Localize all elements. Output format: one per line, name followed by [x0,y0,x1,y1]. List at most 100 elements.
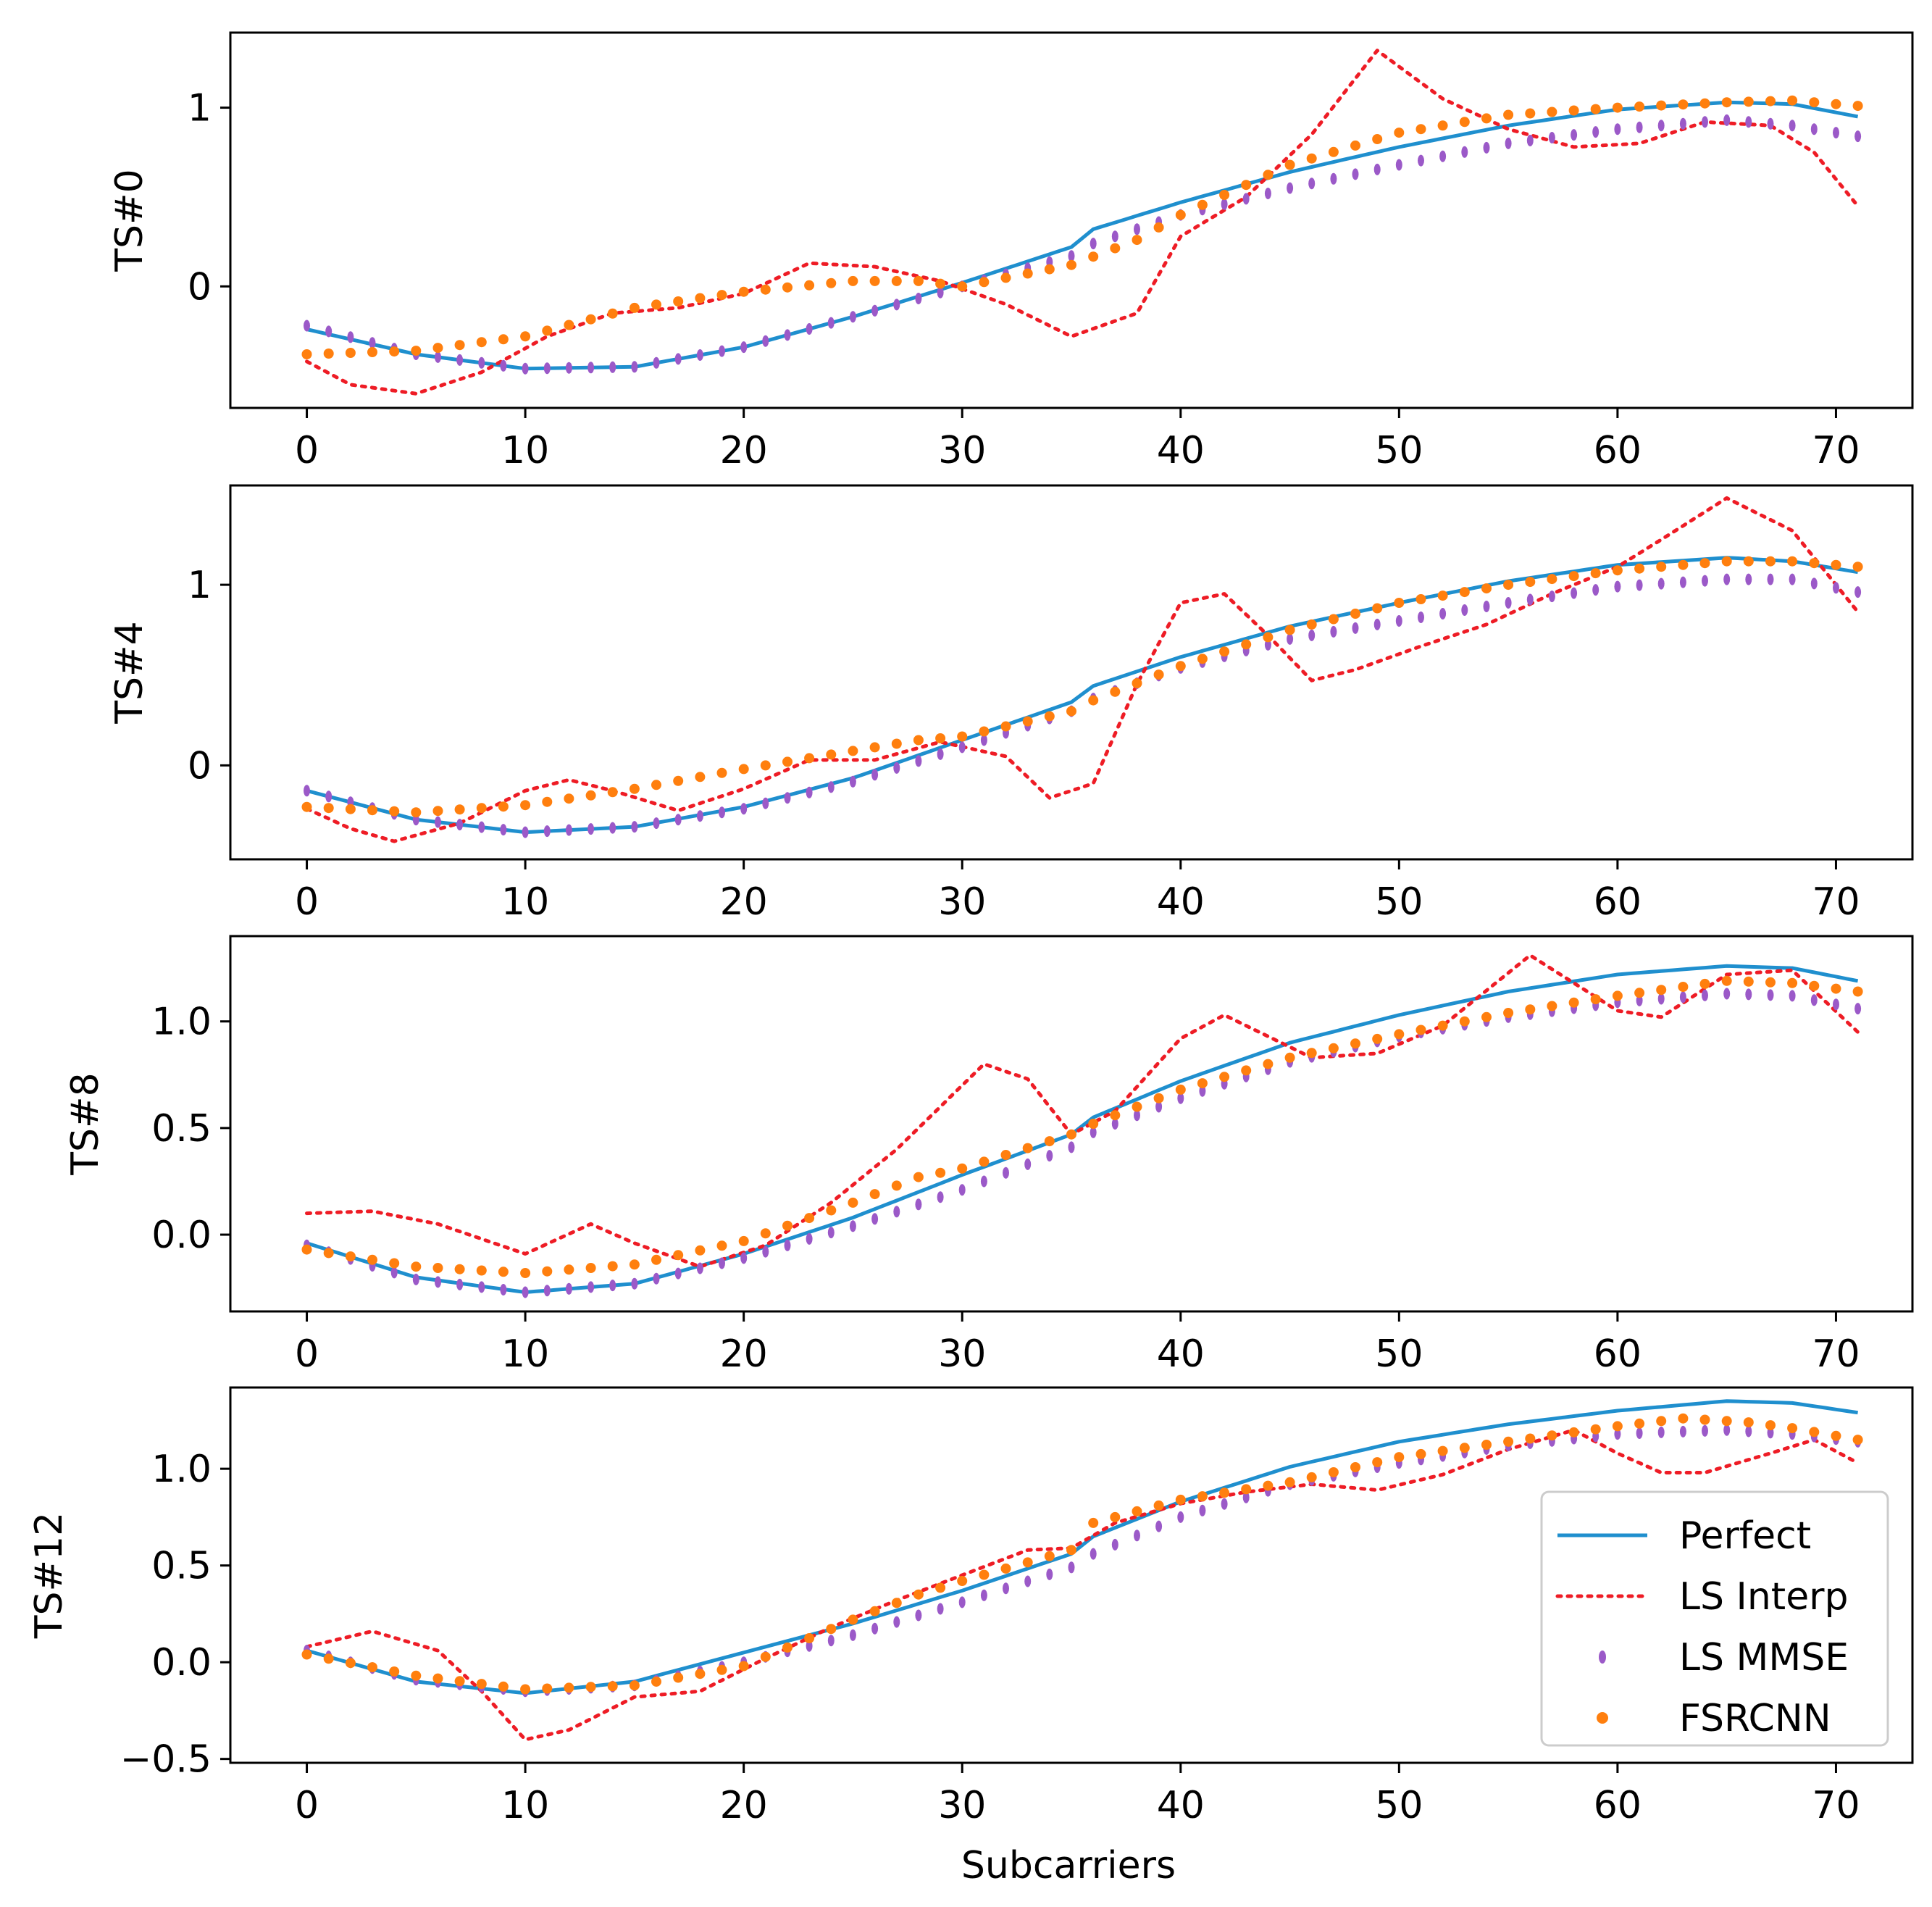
ls-mmse-marker [1242,193,1250,205]
ls-mmse-marker [435,351,441,363]
ls-mmse-marker [1723,988,1731,1000]
fsrcnn-marker [1350,1038,1360,1049]
x-tick-label: 70 [1812,1784,1860,1827]
y-tick-label: 0.0 [151,1214,212,1257]
ls-mmse-marker [871,1213,879,1225]
x-tick-label: 10 [501,1332,549,1376]
ls-mmse-marker [478,1281,485,1293]
fsrcnn-marker [1175,209,1186,220]
ls-mmse-marker [1308,178,1316,190]
legend-label: Perfect [1679,1514,1811,1558]
fsrcnn-marker [1350,609,1360,619]
ls-mmse-marker [1111,1118,1118,1130]
fsrcnn-marker [760,1228,771,1239]
legend-label: FSRCNN [1679,1697,1831,1740]
fsrcnn-marker [1088,1119,1099,1129]
ls-mmse-marker [1833,582,1839,594]
fsrcnn-marker [1284,1052,1295,1063]
fsrcnn-marker [432,343,443,354]
fsrcnn-marker [1241,639,1252,650]
fsrcnn-marker [1721,97,1732,108]
fsrcnn-marker [1000,1150,1011,1160]
fsrcnn-marker [1219,646,1230,657]
fsrcnn-marker [1153,222,1164,233]
fsrcnn-marker [1547,574,1557,585]
fsrcnn-marker [1328,614,1339,625]
ls-mmse-marker [696,349,703,361]
ls-mmse-marker [871,1622,879,1635]
y-tick-label: 1 [188,564,212,607]
x-tick-label: 20 [720,1332,768,1376]
fsrcnn-marker [1044,1551,1055,1561]
fsrcnn-marker [564,1682,574,1693]
x-tick-label: 40 [1157,880,1205,924]
fsrcnn-marker [542,1266,553,1277]
fsrcnn-marker [1175,1494,1186,1505]
ls-mmse-marker [456,1278,464,1290]
ls-mmse-marker [1833,127,1839,139]
ls-mmse-marker [1199,1504,1206,1516]
ls-mmse-marker [784,1239,791,1251]
fsrcnn-marker [1241,180,1252,191]
ls-mmse-marker [522,362,529,375]
ls-mmse-marker [1745,1425,1752,1437]
fsrcnn-marker [1590,568,1601,579]
fsrcnn-marker [345,1658,356,1669]
ls-mmse-marker [1571,129,1578,141]
fsrcnn-marker [1743,96,1754,107]
ls-mmse-marker [1483,141,1490,154]
ls-mmse-marker [1854,586,1862,598]
ls-mmse-marker [806,323,813,335]
fsrcnn-marker [454,1264,465,1274]
ls-mmse-marker [1505,597,1512,609]
ls-mmse-marker [1418,612,1424,623]
x-tick-label: 30 [938,1784,986,1827]
fsrcnn-marker [760,284,771,295]
axes-frame [229,31,1914,409]
ls-mmse-marker [304,785,310,797]
fsrcnn-marker [301,1244,312,1255]
fsrcnn-marker [1306,1048,1317,1059]
ls-mmse-marker [500,1284,507,1295]
fsrcnn-marker [695,293,706,304]
ls-mmse-marker [587,1281,595,1293]
subplot-panels: 0 10 20 30 40 50 60 70 0 1 TS#0 0 10 20 30 40 50 60 70 0 1 TS… [28,31,1914,1827]
fsrcnn-marker [1634,101,1645,112]
ls-mmse-marker [980,1589,987,1601]
x-axis-label: Subcarriers [961,1844,1176,1887]
ls-mmse-marker [609,361,616,373]
fsrcnn-marker [1699,1414,1710,1425]
fsrcnn-marker [673,1672,684,1683]
fsrcnn-marker [345,348,356,358]
fsrcnn-marker [716,1664,727,1675]
ls-mmse-marker [915,1609,922,1622]
fsrcnn-marker [1066,1129,1076,1140]
fsrcnn-marker [1415,1025,1426,1035]
fsrcnn-marker [1852,562,1863,572]
ls-mmse-marker [1134,1530,1140,1542]
x-tick-label: 0 [295,880,319,924]
fsrcnn-marker [1721,975,1732,986]
ls-mmse-marker [849,1629,856,1641]
fsrcnn-marker [1743,976,1754,987]
ls-mmse-marker [1134,1109,1140,1122]
fsrcnn-marker [498,1267,509,1277]
ls-mmse-marker [1702,989,1708,1001]
fsrcnn-marker [1656,100,1667,111]
fsrcnn-marker [1219,190,1230,200]
fsrcnn-marker [1525,1433,1536,1444]
ls-mmse-marker [325,325,333,338]
fsrcnn-marker [1765,556,1776,567]
fsrcnn-marker [1481,1011,1492,1022]
fsrcnn-marker [869,275,880,286]
ls-mmse-marker [937,1191,944,1203]
ls-mmse-marker [1526,135,1534,146]
legend-label: LS MMSE [1679,1636,1849,1679]
ls-mmse-marker [1679,117,1686,130]
y-tick-label: 0.5 [151,1107,212,1151]
fsrcnn-marker [782,1220,793,1231]
legend: Perfect LS Interp LS MMSE FSRCNN [1540,1490,1889,1747]
ls-mmse-marker [1068,1561,1075,1574]
ls-mmse-marker [784,329,791,341]
fsrcnn-marker [1415,124,1426,135]
